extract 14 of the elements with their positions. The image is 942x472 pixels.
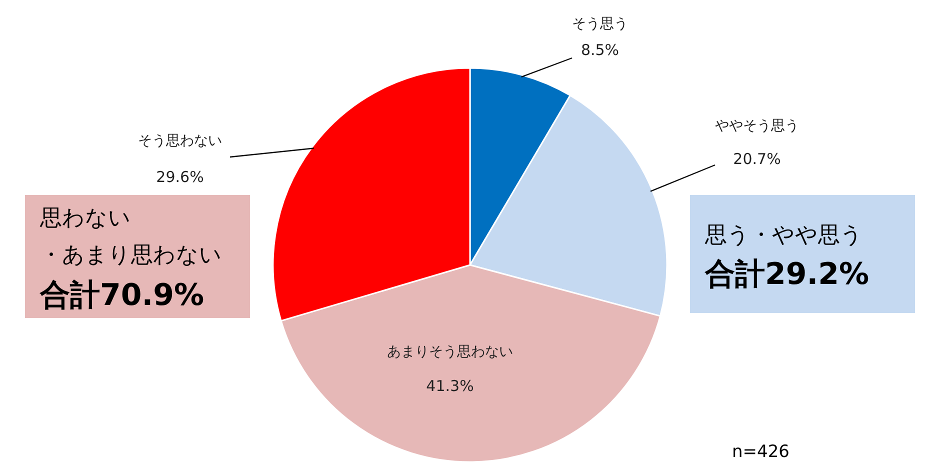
text: n=426 — [732, 442, 790, 462]
text: 思う・やや思う — [704, 223, 863, 248]
slice-label: そう思わない — [138, 133, 222, 149]
slice-label: あまりそう思わない — [387, 344, 513, 360]
text: 合計70.9% — [39, 278, 204, 313]
slice-label: ややそう思う — [715, 118, 799, 134]
data-label: 20.7% — [733, 150, 781, 168]
text: 思わない — [39, 206, 131, 231]
data-label: 29.6% — [156, 168, 204, 186]
data-label: 8.5% — [580, 41, 620, 59]
text: ・あまり思わない — [40, 243, 222, 268]
text: 合計29.2% — [704, 257, 870, 292]
data-label: 41.3% — [426, 377, 474, 395]
slice-label: そう思う — [572, 16, 628, 32]
